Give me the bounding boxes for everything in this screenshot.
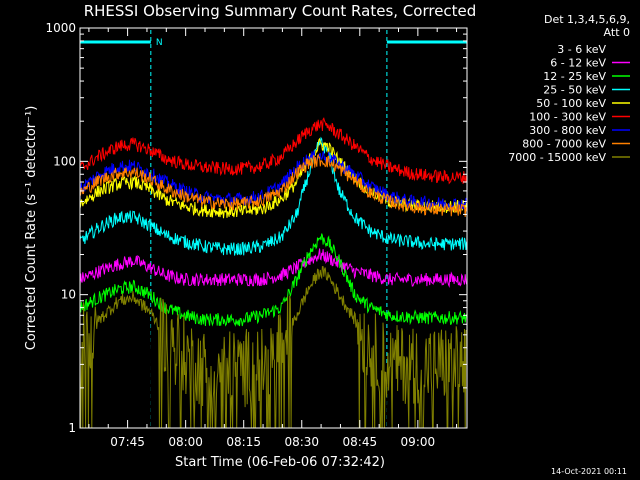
x-tick-label: 08:45 [343, 435, 378, 449]
y-tick-label: 1000 [45, 21, 76, 35]
legend-label: 25 - 50 keV [543, 84, 606, 97]
y-tick-label: 1 [68, 421, 76, 435]
series-line [79, 137, 468, 219]
legend-label: 800 - 7000 keV [522, 138, 606, 151]
plot-frame [79, 27, 468, 429]
y-tick-label: 10 [61, 288, 76, 302]
series-line [79, 150, 468, 212]
legend-label: 300 - 800 keV [529, 124, 606, 137]
series-layer [79, 117, 468, 429]
series-line [79, 233, 468, 327]
attenuator-label: Att 0 [604, 26, 630, 39]
x-tick-label: 08:00 [168, 435, 203, 449]
y-tick-label: 100 [53, 154, 76, 168]
legend-label: 7000 - 15000 keV [508, 151, 606, 164]
legend-label: 3 - 6 keV [557, 43, 606, 56]
legend-label: 12 - 25 keV [543, 70, 606, 83]
detectors-label: Det 1,3,4,5,6,9, [544, 13, 630, 26]
x-axis-label: Start Time (06-Feb-06 07:32:42) [175, 455, 385, 470]
series-line [79, 248, 468, 289]
chart-title: RHESSI Observing Summary Count Rates, Co… [84, 2, 477, 20]
legend-label: 6 - 12 keV [550, 57, 606, 70]
x-tick-label: 08:30 [284, 435, 319, 449]
axis-layer: 1 10 100 1000 07:45 08:00 08:15 08:30 08:45 09:00 [45, 21, 467, 449]
x-tick-label: 08:15 [226, 435, 261, 449]
legend-label: 50 - 100 keV [536, 97, 606, 110]
x-tick-label: 09:00 [401, 435, 436, 449]
series-line [79, 136, 468, 256]
x-tick-label: 07:45 [110, 435, 145, 449]
generated-timestamp: 14-Oct-2021 00:11 [551, 467, 627, 476]
night-marker-label: N [156, 38, 163, 48]
y-axis-label: Corrected Count Rate (s⁻¹ detector⁻¹) [24, 106, 39, 351]
series-line [79, 153, 468, 217]
series-line [79, 117, 468, 185]
legend-label: 100 - 300 keV [529, 111, 606, 124]
series-line [79, 266, 467, 429]
